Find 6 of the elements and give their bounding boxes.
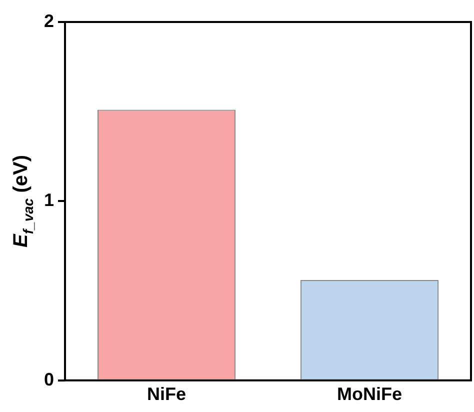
y-tick-label: 1 <box>44 190 54 210</box>
x-tick-label: MoNiFe <box>337 384 402 404</box>
y-axis-title: Ef_vac (eV) <box>10 154 36 248</box>
y-tick-label: 2 <box>44 10 54 31</box>
x-tick-label: NiFe <box>147 384 186 404</box>
y-tick-label: 0 <box>44 369 54 390</box>
